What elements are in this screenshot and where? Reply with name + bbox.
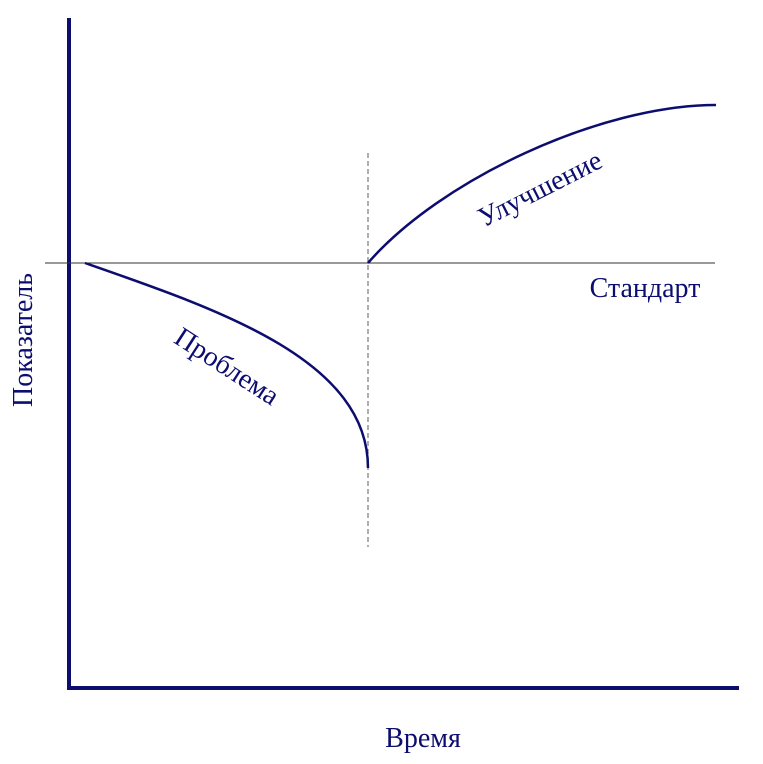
improvement-curve [367,103,717,264]
x-axis-label: Время [385,723,461,754]
improvement-label: Улучшение [473,145,607,234]
standard-label: Стандарт [590,273,701,304]
problem-curve [84,261,370,469]
y-axis-label: Показатель [8,273,39,407]
problem-label: Проблема [169,322,285,413]
